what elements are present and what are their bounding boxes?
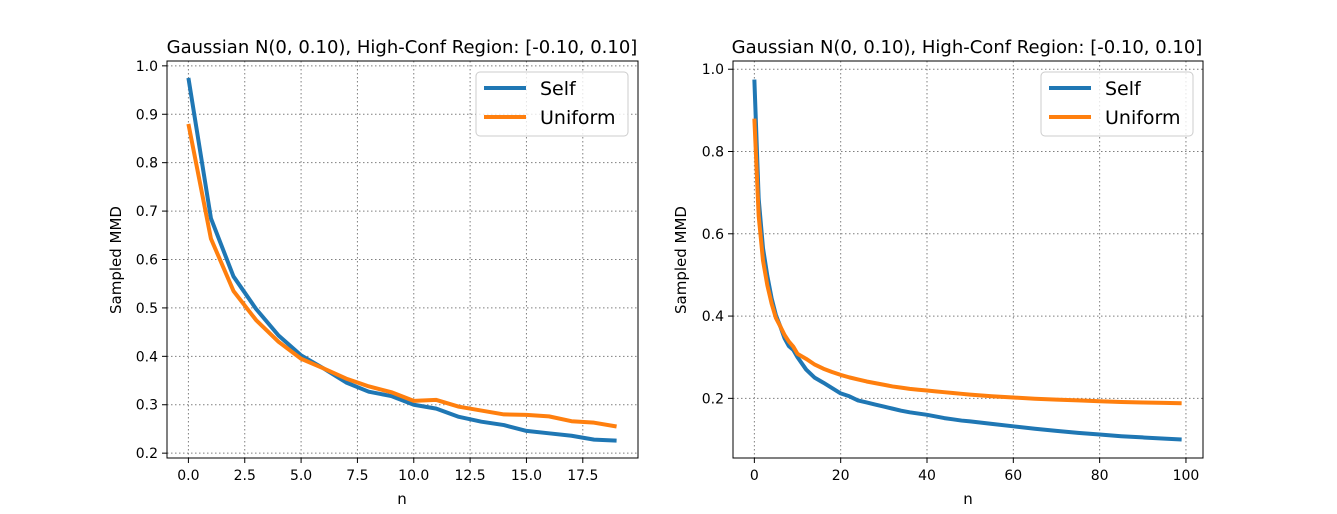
right-chart-title: Gaussian N(0, 0.10), High-Conf Region: [… xyxy=(732,37,1203,58)
left-y-tick-label: 0.7 xyxy=(136,204,158,220)
left-y-axis-label: Sampled MMD xyxy=(107,206,125,314)
left-x-tick-label: 17.5 xyxy=(567,468,598,484)
right-legend: Self Uniform xyxy=(1040,71,1194,137)
left-y-tick-label: 0.3 xyxy=(136,398,158,414)
right-y-axis-label: Sampled MMD xyxy=(672,206,690,314)
right-x-tick-label: 100 xyxy=(1173,468,1200,484)
right-x-tick-label: 20 xyxy=(832,468,850,484)
left-x-tick-label: 2.5 xyxy=(234,468,256,484)
right-y-tick-label: 0.8 xyxy=(702,145,724,161)
left-x-tick-label: 10.0 xyxy=(398,468,429,484)
left-y-tick-label: 0.8 xyxy=(136,156,158,172)
left-x-tick-label: 12.5 xyxy=(455,468,486,484)
left-x-axis-label: n xyxy=(397,490,407,508)
left-series-lines xyxy=(186,77,617,443)
left-subplot: Gaussian N(0, 0.10), High-Conf Region: [… xyxy=(107,37,639,508)
left-y-tick-label: 1.0 xyxy=(136,59,158,75)
right-subplot: Gaussian N(0, 0.10), High-Conf Region: [… xyxy=(672,37,1204,508)
right-series-lines xyxy=(752,79,1182,442)
right-ticks: 0 20 40 60 80 100 0.2 0.4 0.6 0.8 1.0 xyxy=(702,62,1200,484)
left-x-tick-label: 5.0 xyxy=(290,468,312,484)
left-y-tick-label: 0.4 xyxy=(136,349,158,365)
left-x-tick-label: 15.0 xyxy=(511,468,542,484)
right-legend-label-uniform: Uniform xyxy=(1105,107,1181,129)
right-x-tick-label: 40 xyxy=(918,468,936,484)
right-y-tick-label: 0.6 xyxy=(702,227,724,243)
left-y-tick-label: 0.9 xyxy=(136,107,158,123)
left-y-tick-label: 0.2 xyxy=(136,446,158,462)
right-x-tick-label: 80 xyxy=(1091,468,1109,484)
left-chart-title: Gaussian N(0, 0.10), High-Conf Region: [… xyxy=(167,37,638,58)
right-series-line-uniform xyxy=(752,118,1182,406)
left-series-line-uniform xyxy=(186,123,617,429)
right-y-tick-label: 0.4 xyxy=(702,309,724,325)
left-legend-label-uniform: Uniform xyxy=(540,107,616,129)
left-y-tick-label: 0.6 xyxy=(136,253,158,269)
right-y-tick-label: 1.0 xyxy=(702,62,724,78)
right-x-tick-label: 60 xyxy=(1004,468,1022,484)
right-plot-frame xyxy=(732,60,1204,459)
right-x-axis-label: n xyxy=(963,490,973,508)
left-legend: Self Uniform xyxy=(475,71,629,137)
left-x-tick-label: 0.0 xyxy=(177,468,199,484)
left-x-tick-label: 7.5 xyxy=(346,468,368,484)
left-legend-label-self: Self xyxy=(540,78,577,100)
left-ticks: 0.0 2.5 5.0 7.5 10.0 12.5 15.0 17.5 0.2 0.3 0.4 0.5… xyxy=(136,59,599,484)
left-series-line-self xyxy=(186,77,617,443)
right-y-tick-label: 0.2 xyxy=(702,391,724,407)
left-y-tick-label: 0.5 xyxy=(136,301,158,317)
right-x-tick-label: 0 xyxy=(750,468,759,484)
right-legend-label-self: Self xyxy=(1105,78,1142,100)
